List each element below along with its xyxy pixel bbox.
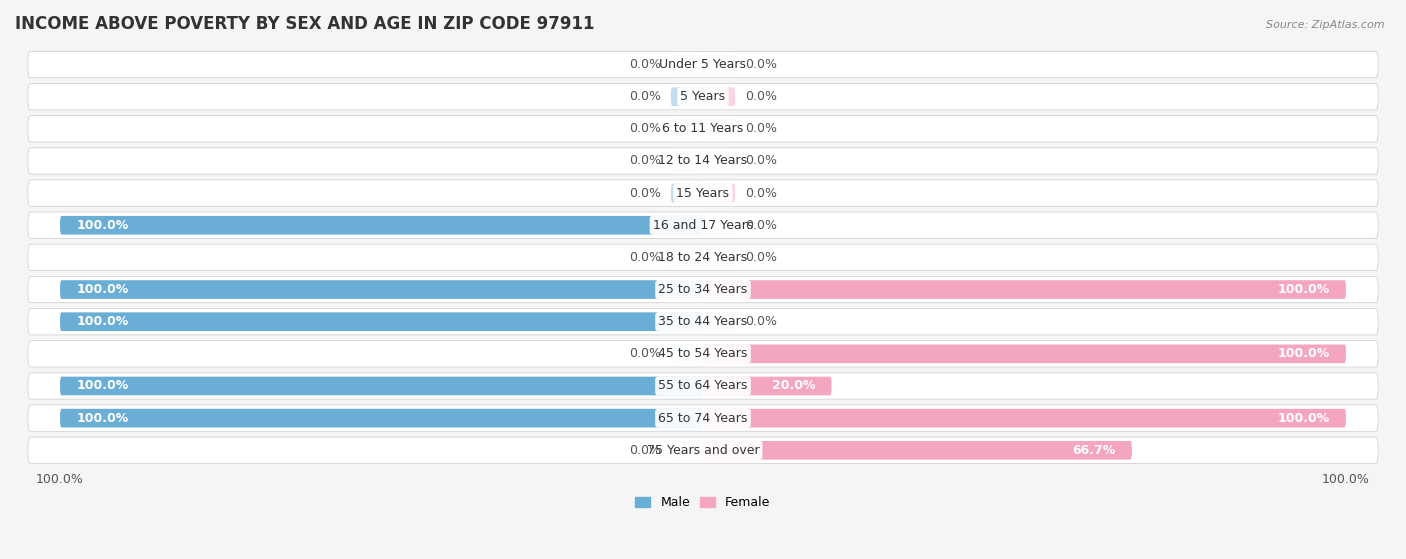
FancyBboxPatch shape bbox=[671, 184, 703, 202]
FancyBboxPatch shape bbox=[28, 212, 1378, 239]
FancyBboxPatch shape bbox=[703, 280, 1346, 299]
Text: 35 to 44 Years: 35 to 44 Years bbox=[658, 315, 748, 328]
FancyBboxPatch shape bbox=[703, 377, 831, 395]
Text: 5 Years: 5 Years bbox=[681, 90, 725, 103]
FancyBboxPatch shape bbox=[28, 340, 1378, 367]
FancyBboxPatch shape bbox=[28, 405, 1378, 432]
Text: 0.0%: 0.0% bbox=[745, 219, 776, 232]
Text: 100.0%: 100.0% bbox=[1278, 411, 1330, 425]
FancyBboxPatch shape bbox=[28, 116, 1378, 142]
FancyBboxPatch shape bbox=[703, 216, 735, 235]
FancyBboxPatch shape bbox=[703, 120, 735, 138]
Text: 100.0%: 100.0% bbox=[1278, 347, 1330, 361]
FancyBboxPatch shape bbox=[703, 409, 1346, 428]
Text: 100.0%: 100.0% bbox=[76, 219, 128, 232]
FancyBboxPatch shape bbox=[28, 83, 1378, 110]
Text: 0.0%: 0.0% bbox=[745, 187, 776, 200]
Text: 0.0%: 0.0% bbox=[630, 251, 661, 264]
Text: 12 to 14 Years: 12 to 14 Years bbox=[658, 154, 748, 168]
FancyBboxPatch shape bbox=[703, 87, 735, 106]
Text: 0.0%: 0.0% bbox=[745, 122, 776, 135]
Text: 100.0%: 100.0% bbox=[76, 411, 128, 425]
FancyBboxPatch shape bbox=[671, 248, 703, 267]
Text: 55 to 64 Years: 55 to 64 Years bbox=[658, 380, 748, 392]
Text: INCOME ABOVE POVERTY BY SEX AND AGE IN ZIP CODE 97911: INCOME ABOVE POVERTY BY SEX AND AGE IN Z… bbox=[15, 15, 595, 33]
FancyBboxPatch shape bbox=[60, 377, 703, 395]
FancyBboxPatch shape bbox=[28, 148, 1378, 174]
Text: Source: ZipAtlas.com: Source: ZipAtlas.com bbox=[1267, 20, 1385, 30]
FancyBboxPatch shape bbox=[28, 180, 1378, 206]
FancyBboxPatch shape bbox=[671, 120, 703, 138]
Text: 100.0%: 100.0% bbox=[76, 315, 128, 328]
FancyBboxPatch shape bbox=[28, 309, 1378, 335]
Text: 0.0%: 0.0% bbox=[630, 444, 661, 457]
FancyBboxPatch shape bbox=[703, 55, 735, 74]
FancyBboxPatch shape bbox=[703, 344, 1346, 363]
Text: 0.0%: 0.0% bbox=[745, 315, 776, 328]
Text: 16 and 17 Years: 16 and 17 Years bbox=[652, 219, 754, 232]
FancyBboxPatch shape bbox=[671, 87, 703, 106]
Text: 25 to 34 Years: 25 to 34 Years bbox=[658, 283, 748, 296]
FancyBboxPatch shape bbox=[703, 184, 735, 202]
Text: 45 to 54 Years: 45 to 54 Years bbox=[658, 347, 748, 361]
Text: 0.0%: 0.0% bbox=[630, 154, 661, 168]
Text: 100.0%: 100.0% bbox=[76, 380, 128, 392]
FancyBboxPatch shape bbox=[671, 151, 703, 170]
Text: 66.7%: 66.7% bbox=[1073, 444, 1116, 457]
Text: 0.0%: 0.0% bbox=[630, 122, 661, 135]
Text: 0.0%: 0.0% bbox=[630, 58, 661, 71]
Text: 100.0%: 100.0% bbox=[1278, 283, 1330, 296]
Text: 6 to 11 Years: 6 to 11 Years bbox=[662, 122, 744, 135]
FancyBboxPatch shape bbox=[60, 409, 703, 428]
FancyBboxPatch shape bbox=[703, 248, 735, 267]
FancyBboxPatch shape bbox=[703, 441, 1132, 459]
Text: 0.0%: 0.0% bbox=[745, 58, 776, 71]
Text: 0.0%: 0.0% bbox=[630, 187, 661, 200]
Text: 15 Years: 15 Years bbox=[676, 187, 730, 200]
FancyBboxPatch shape bbox=[28, 244, 1378, 271]
Text: 18 to 24 Years: 18 to 24 Years bbox=[658, 251, 748, 264]
Text: 0.0%: 0.0% bbox=[745, 154, 776, 168]
FancyBboxPatch shape bbox=[671, 441, 703, 459]
FancyBboxPatch shape bbox=[703, 151, 735, 170]
FancyBboxPatch shape bbox=[28, 51, 1378, 78]
FancyBboxPatch shape bbox=[60, 216, 703, 235]
FancyBboxPatch shape bbox=[60, 280, 703, 299]
FancyBboxPatch shape bbox=[60, 312, 703, 331]
FancyBboxPatch shape bbox=[671, 344, 703, 363]
FancyBboxPatch shape bbox=[671, 55, 703, 74]
Legend: Male, Female: Male, Female bbox=[630, 491, 776, 514]
Text: 20.0%: 20.0% bbox=[772, 380, 815, 392]
Text: 100.0%: 100.0% bbox=[76, 283, 128, 296]
Text: Under 5 Years: Under 5 Years bbox=[659, 58, 747, 71]
Text: 75 Years and over: 75 Years and over bbox=[647, 444, 759, 457]
Text: 0.0%: 0.0% bbox=[745, 251, 776, 264]
Text: 0.0%: 0.0% bbox=[745, 90, 776, 103]
Text: 0.0%: 0.0% bbox=[630, 347, 661, 361]
FancyBboxPatch shape bbox=[703, 312, 735, 331]
Text: 65 to 74 Years: 65 to 74 Years bbox=[658, 411, 748, 425]
Text: 0.0%: 0.0% bbox=[630, 90, 661, 103]
FancyBboxPatch shape bbox=[28, 437, 1378, 463]
FancyBboxPatch shape bbox=[28, 276, 1378, 303]
FancyBboxPatch shape bbox=[28, 373, 1378, 399]
